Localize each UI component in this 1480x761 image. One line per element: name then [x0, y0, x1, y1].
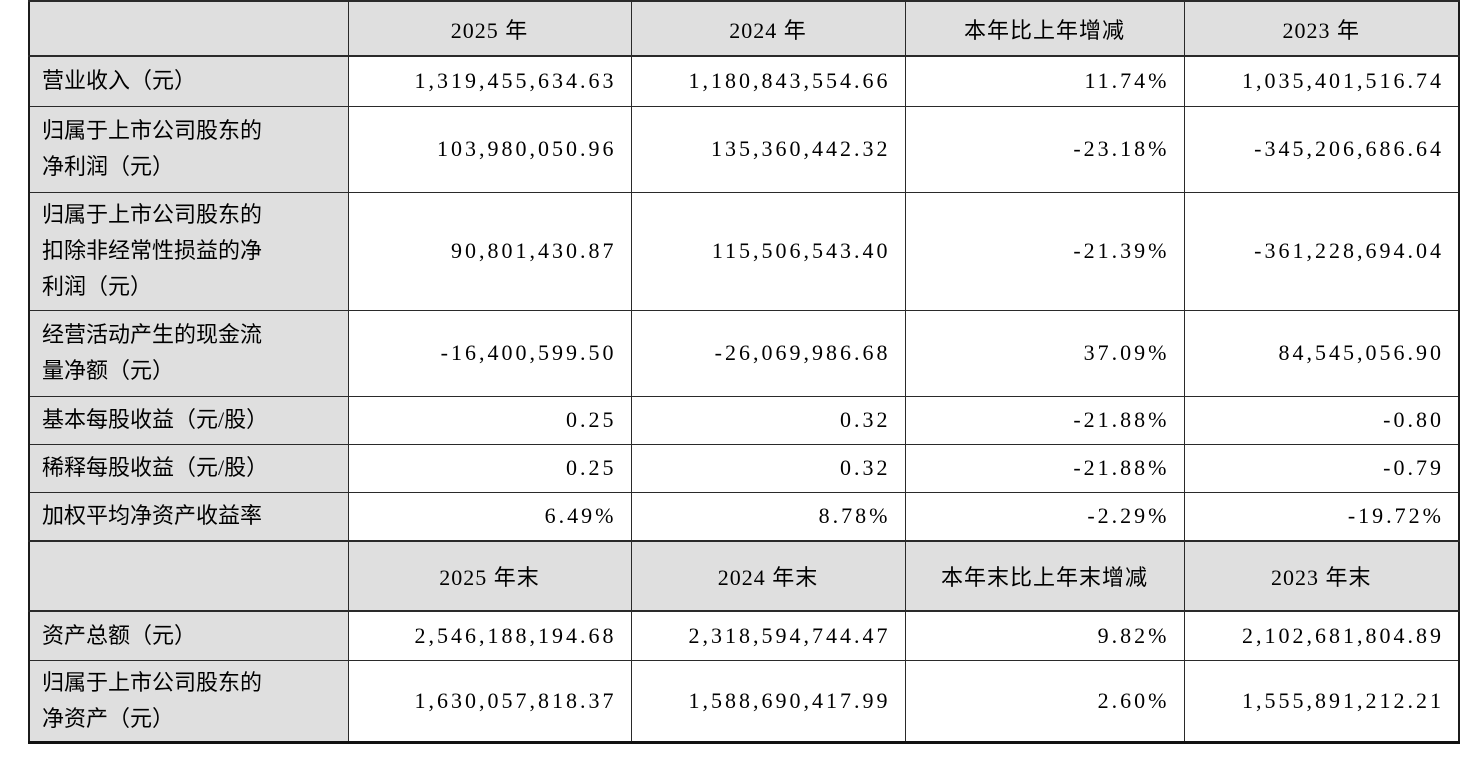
- value-cell-change: 11.74%: [904, 55, 1185, 107]
- financial-summary-table: 2025 年 2024 年 本年比上年增减 2023 年 营业收入（元） 1,3…: [28, 0, 1460, 744]
- value-cell-2023: 1,555,891,212.21: [1183, 659, 1460, 743]
- row-label: 基本每股收益（元/股）: [28, 395, 349, 445]
- row-label: 归属于上市公司股东的净资产（元）: [28, 659, 349, 743]
- row-net-profit-deducted: 归属于上市公司股东的扣除非经常性损益的净利润（元） 90,801,430.87 …: [28, 191, 1460, 311]
- value-cell-2024: 1,588,690,417.99: [630, 659, 906, 743]
- value-cell-2025: 1,630,057,818.37: [347, 659, 632, 743]
- row-label: 加权平均净资产收益率: [28, 491, 349, 542]
- row-label: 归属于上市公司股东的扣除非经常性损益的净利润（元）: [28, 191, 349, 311]
- value-cell-2024: 8.78%: [630, 491, 906, 542]
- value-cell-change: -2.29%: [904, 491, 1185, 542]
- row-label: 营业收入（元）: [28, 55, 349, 107]
- value-cell-2024: 1,180,843,554.66: [630, 55, 906, 107]
- row-net-assets: 归属于上市公司股东的净资产（元） 1,630,057,818.37 1,588,…: [28, 659, 1460, 743]
- value-cell-2025: 6.49%: [347, 491, 632, 542]
- col-header-2024-end: 2024 年末: [630, 540, 906, 612]
- value-cell-change: 9.82%: [904, 610, 1185, 661]
- value-cell-2024: 2,318,594,744.47: [630, 610, 906, 661]
- value-cell-change: -21.88%: [904, 443, 1185, 493]
- row-label: 归属于上市公司股东的净利润（元）: [28, 105, 349, 193]
- value-cell-2024: -26,069,986.68: [630, 309, 906, 397]
- value-cell-2023: 1,035,401,516.74: [1183, 55, 1460, 107]
- value-cell-2025: -16,400,599.50: [347, 309, 632, 397]
- value-cell-2024: 115,506,543.40: [630, 191, 906, 311]
- corner-cell: [28, 0, 349, 57]
- row-basic-eps: 基本每股收益（元/股） 0.25 0.32 -21.88% -0.80: [28, 395, 1460, 445]
- value-cell-2024: 0.32: [630, 395, 906, 445]
- value-cell-change: -21.88%: [904, 395, 1185, 445]
- row-label: 资产总额（元）: [28, 610, 349, 661]
- value-cell-2023: -0.80: [1183, 395, 1460, 445]
- col-header-end-change: 本年末比上年末增减: [904, 540, 1185, 612]
- period-end-header-row: 2025 年末 2024 年末 本年末比上年末增减 2023 年末: [28, 540, 1460, 612]
- value-cell-change: 37.09%: [904, 309, 1185, 397]
- value-cell-2023: -19.72%: [1183, 491, 1460, 542]
- col-header-2025-end: 2025 年末: [347, 540, 632, 612]
- value-cell-2023: -0.79: [1183, 443, 1460, 493]
- col-header-yoy-change: 本年比上年增减: [904, 0, 1185, 57]
- value-cell-2023: 84,545,056.90: [1183, 309, 1460, 397]
- value-cell-2023: 2,102,681,804.89: [1183, 610, 1460, 661]
- row-label: 稀释每股收益（元/股）: [28, 443, 349, 493]
- row-weighted-roe: 加权平均净资产收益率 6.49% 8.78% -2.29% -19.72%: [28, 491, 1460, 542]
- row-label: 经营活动产生的现金流量净额（元）: [28, 309, 349, 397]
- value-cell-2023: -361,228,694.04: [1183, 191, 1460, 311]
- row-total-assets: 资产总额（元） 2,546,188,194.68 2,318,594,744.4…: [28, 610, 1460, 661]
- value-cell-2025: 90,801,430.87: [347, 191, 632, 311]
- value-cell-2024: 135,360,442.32: [630, 105, 906, 193]
- value-cell-change: -23.18%: [904, 105, 1185, 193]
- row-operating-cashflow: 经营活动产生的现金流量净额（元） -16,400,599.50 -26,069,…: [28, 309, 1460, 397]
- row-net-profit: 归属于上市公司股东的净利润（元） 103,980,050.96 135,360,…: [28, 105, 1460, 193]
- col-header-2024: 2024 年: [630, 0, 906, 57]
- value-cell-2024: 0.32: [630, 443, 906, 493]
- value-cell-2025: 0.25: [347, 443, 632, 493]
- col-header-2023: 2023 年: [1183, 0, 1460, 57]
- value-cell-2025: 0.25: [347, 395, 632, 445]
- value-cell-change: -21.39%: [904, 191, 1185, 311]
- col-header-2023-end: 2023 年末: [1183, 540, 1460, 612]
- value-cell-2025: 103,980,050.96: [347, 105, 632, 193]
- row-revenue: 营业收入（元） 1,319,455,634.63 1,180,843,554.6…: [28, 55, 1460, 107]
- value-cell-change: 2.60%: [904, 659, 1185, 743]
- row-diluted-eps: 稀释每股收益（元/股） 0.25 0.32 -21.88% -0.79: [28, 443, 1460, 493]
- value-cell-2025: 2,546,188,194.68: [347, 610, 632, 661]
- value-cell-2025: 1,319,455,634.63: [347, 55, 632, 107]
- value-cell-2023: -345,206,686.64: [1183, 105, 1460, 193]
- period-header-row: 2025 年 2024 年 本年比上年增减 2023 年: [28, 0, 1460, 57]
- corner-cell: [28, 540, 349, 612]
- col-header-2025: 2025 年: [347, 0, 632, 57]
